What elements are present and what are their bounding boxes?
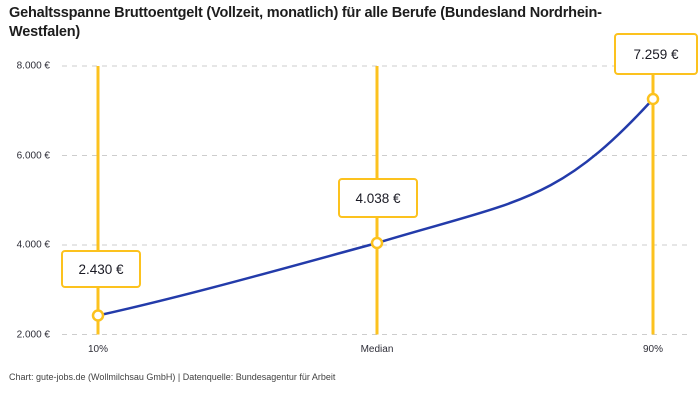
x-axis-label-90pct: 90% [642,344,664,355]
data-point-median [370,236,384,250]
value-annotation-10pct: 2.430 € [61,250,141,288]
y-axis-tick-2000: 2.000 € [16,329,50,340]
chart-title: Gehaltsspanne Bruttoentgelt (Vollzeit, m… [9,5,602,41]
data-point-90pct [646,92,660,106]
y-axis-tick-8000: 8.000 € [16,60,50,72]
y-axis-tick-6000: 6.000 € [16,150,50,161]
value-annotation-90pct: 7.259 € [614,33,698,75]
x-axis-label-10pct: 10% [87,344,109,355]
value-annotation-median: 4.038 € [338,178,418,218]
data-point-10pct [91,309,105,322]
x-axis-label-median: Median [360,344,394,355]
y-axis-tick-4000: 4.000 € [16,239,50,251]
credit-line: Chart: gute-jobs.de (Wollmilchsau GmbH) … [9,372,336,382]
